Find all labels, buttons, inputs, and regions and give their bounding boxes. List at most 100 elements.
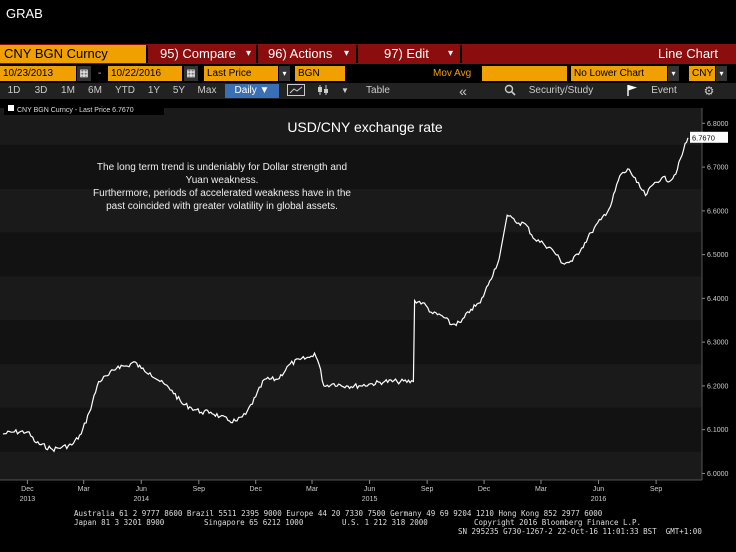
x-tick-label: Jun: [593, 486, 604, 493]
candlestick-icon[interactable]: [312, 84, 334, 98]
header-bar: [0, 44, 736, 64]
chart-type-label[interactable]: Line Chart: [658, 46, 718, 61]
dropdown-arrow-icon[interactable]: ▾: [279, 66, 290, 81]
date-separator: -: [98, 68, 102, 79]
x-tick-label: Sep: [193, 486, 206, 493]
header-separator: [460, 45, 462, 63]
settings-icon[interactable]: ⚙: [703, 84, 715, 98]
dropdown-arrow-icon[interactable]: ▾: [716, 66, 727, 81]
annotation-line: Furthermore, periods of accelerated weak…: [93, 188, 351, 199]
y-tick-label: 6.6000: [707, 208, 729, 215]
period-toolbar: [0, 83, 736, 99]
chart-band: [0, 320, 702, 365]
header-separator: [256, 45, 258, 63]
x-tick-label: Mar: [535, 486, 548, 493]
x-tick-year: 2016: [591, 496, 607, 503]
y-tick-label: 6.7000: [707, 165, 729, 172]
compare-arrow-icon[interactable]: ▾: [246, 48, 252, 59]
y-grid: [0, 108, 703, 481]
chart-band: [0, 188, 702, 233]
x-tick-year: 2013: [20, 496, 36, 503]
flag-icon[interactable]: [624, 84, 640, 98]
y-tick-label: 6.1000: [707, 427, 729, 434]
x-tick-label: Jun: [364, 486, 375, 493]
footer-contacts-singapore: Singapore 65 6212 1000: [204, 518, 304, 527]
x-tick-label: Dec: [250, 486, 263, 493]
chart-band: [0, 232, 702, 277]
footer-session: SN 295235 G730-1267-2 22-Oct-16 11:01:33…: [458, 527, 702, 536]
frequency-selector[interactable]: Daily ▼: [225, 84, 279, 98]
x-axis: Dec 2013 Mar Jun 2014 Sep Dec Mar Jun 2015 Sep Dec M…: [20, 480, 663, 503]
mov-avg-field[interactable]: [482, 66, 567, 81]
period-button-max[interactable]: Max: [197, 85, 217, 96]
series-line: [2, 137, 689, 453]
event-button[interactable]: Event: [651, 85, 677, 96]
y-tick-label: 6.8000: [707, 121, 729, 128]
compare-menu[interactable]: 95) Compare: [160, 46, 236, 61]
last-value-text: 6.7670: [692, 133, 715, 142]
dropdown-arrow-icon[interactable]: ▾: [668, 66, 679, 81]
annotation-line: Yuan weakness.: [186, 175, 259, 186]
field-selector[interactable]: Last Price: [204, 66, 278, 81]
actions-menu[interactable]: 96) Actions: [268, 46, 333, 61]
security-field[interactable]: CNY BGN Curncy: [0, 45, 146, 63]
x-tick-label: Mar: [306, 486, 319, 493]
y-axis: 6.0000 6.1000 6.2000 6.3000 6.4000 6.5000 6.60…: [702, 121, 729, 478]
x-tick-year: 2015: [362, 496, 378, 503]
period-button-5y[interactable]: 5Y: [172, 85, 186, 96]
chart-band: [0, 145, 702, 189]
dropdown-arrow-icon[interactable]: ▼: [341, 86, 349, 95]
last-value-label: 6.7670: [690, 131, 728, 143]
chart-title: USD/CNY exchange rate: [287, 119, 443, 135]
x-tick-label: Dec: [478, 486, 491, 493]
period-button-1m[interactable]: 1M: [61, 85, 75, 96]
back-icon[interactable]: «: [459, 83, 467, 99]
y-tick-label: 6.2000: [707, 383, 729, 390]
y-tick-label: 6.4000: [707, 296, 729, 303]
x-tick-label: Sep: [421, 486, 434, 493]
mov-avg-label: Mov Avg: [433, 68, 472, 79]
edit-menu[interactable]: 97) Edit: [384, 46, 429, 61]
legend-swatch: [8, 105, 14, 111]
header-separator: [356, 45, 358, 63]
calendar-icon[interactable]: ▦: [184, 66, 198, 81]
currency-field[interactable]: CNY: [689, 66, 715, 81]
annotation: The long term trend is undeniably for Do…: [93, 162, 351, 212]
legend-entry: CNY BGN Curncy - Last Price 6.7670: [17, 107, 134, 114]
x-tick-label: Sep: [650, 486, 663, 493]
lower-chart-selector[interactable]: No Lower Chart: [571, 66, 667, 81]
footer-contacts: Australia 61 2 9777 8600 Brazil 5511 239…: [74, 509, 603, 518]
footer-contacts-us: U.S. 1 212 318 2000: [342, 518, 428, 527]
line-tool-icon[interactable]: [285, 84, 307, 98]
footer-copyright: Copyright 2016 Bloomberg Finance L.P.: [474, 518, 642, 527]
actions-arrow-icon[interactable]: ▾: [344, 48, 350, 59]
period-button-1d[interactable]: 1D: [7, 85, 21, 96]
security-study-button[interactable]: Security/Study: [528, 85, 594, 96]
grab-label: GRAB: [6, 6, 43, 21]
source-field[interactable]: BGN: [295, 66, 345, 81]
calendar-icon[interactable]: ▦: [77, 66, 91, 81]
end-date-field[interactable]: 10/22/2016: [108, 66, 182, 81]
table-button[interactable]: Table: [366, 85, 390, 96]
annotation-line: The long term trend is undeniably for Do…: [97, 162, 347, 173]
header-separator: [146, 45, 148, 63]
chart-band: [0, 276, 702, 321]
footer-contacts-japan: Japan 81 3 3201 8900: [74, 518, 165, 527]
x-tick-label: Jun: [136, 486, 147, 493]
edit-arrow-icon[interactable]: ▾: [448, 48, 454, 59]
search-icon[interactable]: [502, 84, 518, 98]
period-button-ytd[interactable]: YTD: [115, 85, 135, 96]
period-button-6m[interactable]: 6M: [88, 85, 102, 96]
y-tick-label: 6.3000: [707, 340, 729, 347]
x-tick-label: Mar: [78, 486, 91, 493]
start-date-field[interactable]: 10/23/2013: [0, 66, 76, 81]
y-tick-label: 6.0000: [707, 471, 729, 478]
x-tick-year: 2014: [133, 496, 149, 503]
chart-band: [0, 407, 702, 452]
y-tick-label: 6.5000: [707, 252, 729, 259]
annotation-line: past coincided with greater volatility i…: [106, 201, 338, 212]
x-tick-label: Dec: [21, 486, 34, 493]
period-button-1y[interactable]: 1Y: [147, 85, 161, 96]
period-button-3d[interactable]: 3D: [34, 85, 48, 96]
line-chart: 6.0000 6.1000 6.2000 6.3000 6.4000 6.5000 6.60…: [0, 102, 729, 503]
